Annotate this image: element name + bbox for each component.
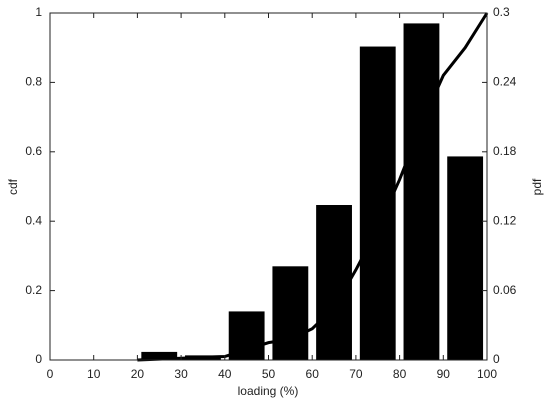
x-axis-label: loading (%) — [238, 384, 299, 398]
bar — [403, 23, 440, 360]
x-tick-label: 90 — [437, 367, 451, 381]
y-tick-label: 0.2 — [25, 283, 42, 297]
y2-tick-label: 0.24 — [493, 75, 517, 89]
bar — [272, 266, 309, 360]
y2-tick-label: 0 — [493, 352, 500, 366]
y-tick-label: 0.4 — [25, 213, 42, 227]
x-tick-label: 10 — [87, 367, 101, 381]
bar — [316, 205, 352, 360]
x-tick-label: 0 — [47, 367, 54, 381]
x-tick-label: 80 — [393, 367, 407, 381]
x-tick-label: 20 — [131, 367, 145, 381]
bar — [447, 156, 484, 360]
y2-tick-label: 0.3 — [493, 5, 510, 19]
x-tick-label: 50 — [262, 367, 276, 381]
y-axis-label: cdf — [6, 178, 20, 195]
y2-axis-label: pdf — [530, 178, 544, 195]
cdf-line — [137, 12, 489, 362]
y-tick-label: 0 — [35, 352, 42, 366]
x-tick-label: 100 — [477, 367, 497, 381]
x-tick-label: 40 — [218, 367, 232, 381]
y2-tick-label: 0.12 — [493, 213, 517, 227]
x-tick-label: 70 — [349, 367, 363, 381]
bar — [141, 351, 178, 360]
y-tick-label: 1 — [35, 5, 42, 19]
y2-tick-label: 0.18 — [493, 144, 517, 158]
x-tick-label: 30 — [174, 367, 188, 381]
y-tick-label: 0.6 — [25, 144, 42, 158]
y2-tick-label: 0.06 — [493, 283, 517, 297]
y-tick-label: 0.8 — [25, 75, 42, 89]
x-tick-label: 60 — [306, 367, 320, 381]
